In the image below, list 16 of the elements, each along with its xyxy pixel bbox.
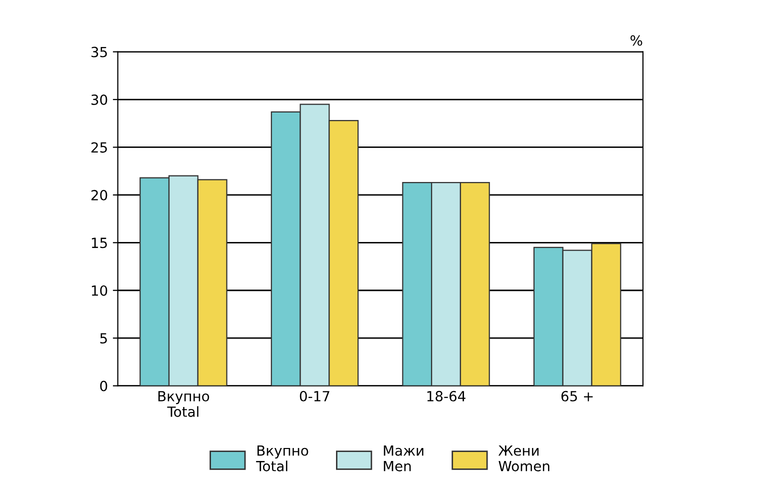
y-tick-label: 20 [91,190,108,200]
y-tick-label: 5 [100,333,107,344]
x-tick-label: 65 + [561,390,593,402]
legend-label: Вкупно Total [256,445,308,472]
y-tick-label: 30 [91,94,108,105]
y-axis-title: % [630,35,642,46]
y-tick-label: 15 [92,238,107,248]
legend-label: Мажи Men [384,445,424,472]
y-tick-label: 25 [91,142,107,153]
legend-label: Жени Women [498,445,550,472]
x-tick-label: Вкупно Total [158,391,210,417]
y-tick-label: 35 [91,46,107,58]
x-tick-label: 18-64 [427,390,466,402]
x-tick-label: 0-17 [300,390,330,402]
y-tick-label: 10 [92,285,108,296]
y-tick-label: 0 [100,380,108,392]
